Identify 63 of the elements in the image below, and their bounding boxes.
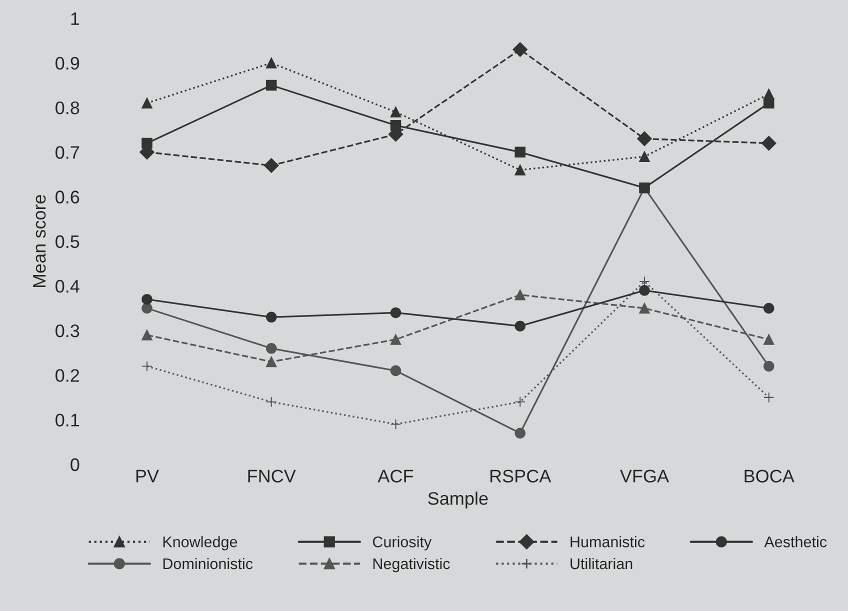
- legend-label: Knowledge: [163, 536, 238, 550]
- y-tick-label: 0.2: [56, 369, 80, 382]
- y-tick-label: 0.9: [56, 56, 80, 70]
- point: [761, 136, 776, 151]
- point: [390, 418, 402, 430]
- y-tick-label: 0: [70, 458, 80, 472]
- point: [639, 302, 650, 314]
- point: [266, 58, 277, 68]
- point: [142, 294, 152, 305]
- point: [514, 289, 526, 300]
- x-tick-label: FNCV: [248, 470, 296, 482]
- point: [390, 106, 402, 118]
- point: [763, 360, 774, 372]
- y-tick-label: 0.5: [56, 235, 80, 248]
- point: [266, 80, 277, 91]
- point: [142, 138, 152, 149]
- point: [390, 365, 402, 376]
- point: [514, 428, 526, 439]
- legend-label: Utilitarian: [570, 558, 632, 570]
- y-tick-label: 1: [71, 12, 80, 25]
- legend-label: Aesthetic: [764, 536, 827, 548]
- legend-label: Humanistic: [570, 536, 645, 548]
- y-tick-label: 0.3: [56, 324, 80, 338]
- x-axis-title: Sample: [428, 492, 488, 508]
- point: [142, 330, 152, 340]
- point: [514, 320, 526, 332]
- x-tick-label: RSPCA: [490, 470, 552, 482]
- y-tick-label: 0.1: [56, 414, 80, 426]
- point: [266, 396, 277, 408]
- point: [390, 334, 402, 345]
- point: [639, 276, 650, 287]
- point: [266, 343, 277, 354]
- point: [639, 285, 650, 296]
- point: [390, 120, 402, 131]
- point: [639, 151, 650, 162]
- x-tick-label: VFGA: [620, 470, 670, 482]
- point: [266, 312, 277, 323]
- point: [763, 334, 774, 345]
- x-tick-label: ACF: [378, 470, 414, 482]
- legend-label: Negativistic: [373, 558, 450, 572]
- point: [763, 392, 774, 403]
- point: [763, 302, 774, 314]
- point: [390, 307, 402, 318]
- y-tick-label: 0.7: [56, 146, 80, 159]
- y-tick-label: 0.4: [56, 280, 80, 293]
- y-axis-title: Mean score: [33, 194, 46, 288]
- point: [142, 360, 152, 372]
- point: [514, 396, 526, 408]
- point: [514, 146, 526, 158]
- point: [264, 158, 279, 173]
- point: [142, 302, 152, 314]
- legend-label: Curiosity: [372, 536, 432, 550]
- x-tick-label: BOCA: [744, 470, 794, 482]
- y-tick-label: 0.6: [56, 190, 80, 204]
- legend-label: Dominionistic: [163, 558, 253, 570]
- point: [266, 356, 277, 368]
- point: [637, 131, 652, 146]
- point: [763, 88, 774, 100]
- point: [512, 42, 528, 57]
- point: [142, 98, 152, 108]
- x-tick-label: PV: [136, 470, 159, 482]
- point: [514, 164, 526, 176]
- y-tick-label: 0.8: [56, 101, 80, 114]
